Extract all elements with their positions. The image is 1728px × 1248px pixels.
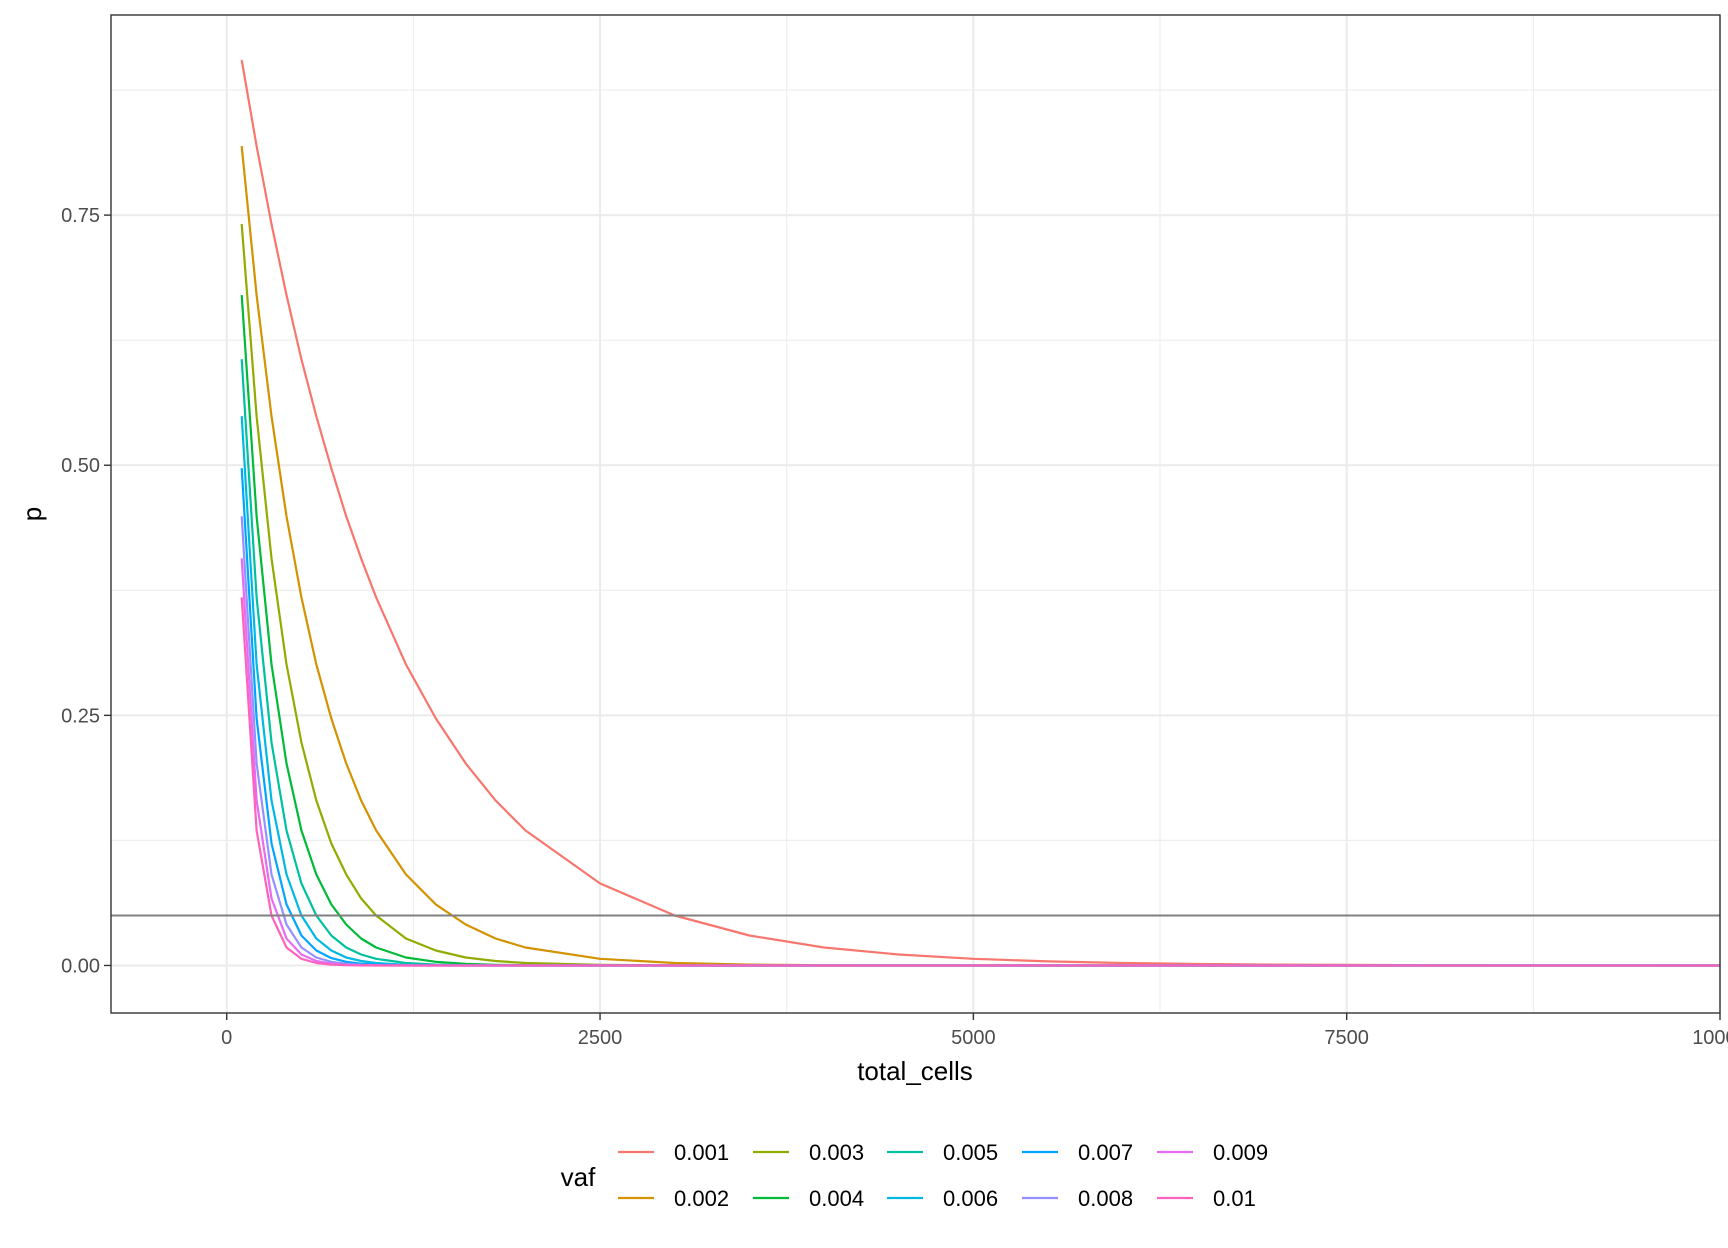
legend-label: 0.005 [943, 1140, 998, 1165]
legend-label: 0.008 [1078, 1186, 1133, 1211]
legend-title: vaf [561, 1162, 596, 1192]
x-tick-label: 2500 [578, 1027, 623, 1049]
grid-minor [111, 15, 1720, 1013]
x-axis-title: total_cells [857, 1056, 973, 1086]
x-tick-label: 10000 [1692, 1027, 1728, 1049]
legend-item-0.01: 0.01 [1157, 1186, 1256, 1211]
legend-item-0.008: 0.008 [1022, 1186, 1133, 1211]
legend-item-0.006: 0.006 [887, 1186, 998, 1211]
y-tick-label: 0.00 [61, 955, 100, 977]
legend-item-0.007: 0.007 [1022, 1140, 1133, 1165]
plot-panel [111, 15, 1720, 1013]
legend-item-0.002: 0.002 [618, 1186, 729, 1211]
legend-label: 0.006 [943, 1186, 998, 1211]
series-line-0.01 [240, 597, 1720, 967]
x-tick-label: 5000 [951, 1027, 996, 1049]
legend-label: 0.007 [1078, 1140, 1133, 1165]
y-tick-label: 0.25 [61, 705, 100, 727]
legend-label: 0.002 [674, 1186, 729, 1211]
series-layer [240, 59, 1721, 967]
legend-item-0.005: 0.005 [887, 1140, 998, 1165]
y-tick-label: 0.50 [61, 455, 100, 477]
legend-label: 0.009 [1213, 1140, 1268, 1165]
x-axis-ticks: 0 2500 5000 7500 10000 [221, 1013, 1728, 1049]
legend-label: 0.004 [809, 1186, 864, 1211]
plot-border [110, 14, 1721, 1014]
legend-item-0.003: 0.003 [753, 1140, 864, 1165]
y-axis-ticks: 0.00 0.25 0.50 0.75 [61, 205, 111, 977]
legend-item-0.009: 0.009 [1157, 1140, 1268, 1165]
legend-item-0.001: 0.001 [618, 1140, 729, 1165]
y-tick-label: 0.75 [61, 205, 100, 227]
x-tick-label: 7500 [1324, 1027, 1369, 1049]
legend: 0.001 0.002 0.003 0.004 0.005 0.006 0.007 0.008… [618, 1140, 1268, 1211]
legend-label: 0.001 [674, 1140, 729, 1165]
legend-label: 0.01 [1213, 1186, 1256, 1211]
x-tick-label: 0 [221, 1027, 232, 1049]
legend-item-0.004: 0.004 [753, 1186, 864, 1211]
legend-label: 0.003 [809, 1140, 864, 1165]
y-axis-title: p [17, 507, 47, 521]
